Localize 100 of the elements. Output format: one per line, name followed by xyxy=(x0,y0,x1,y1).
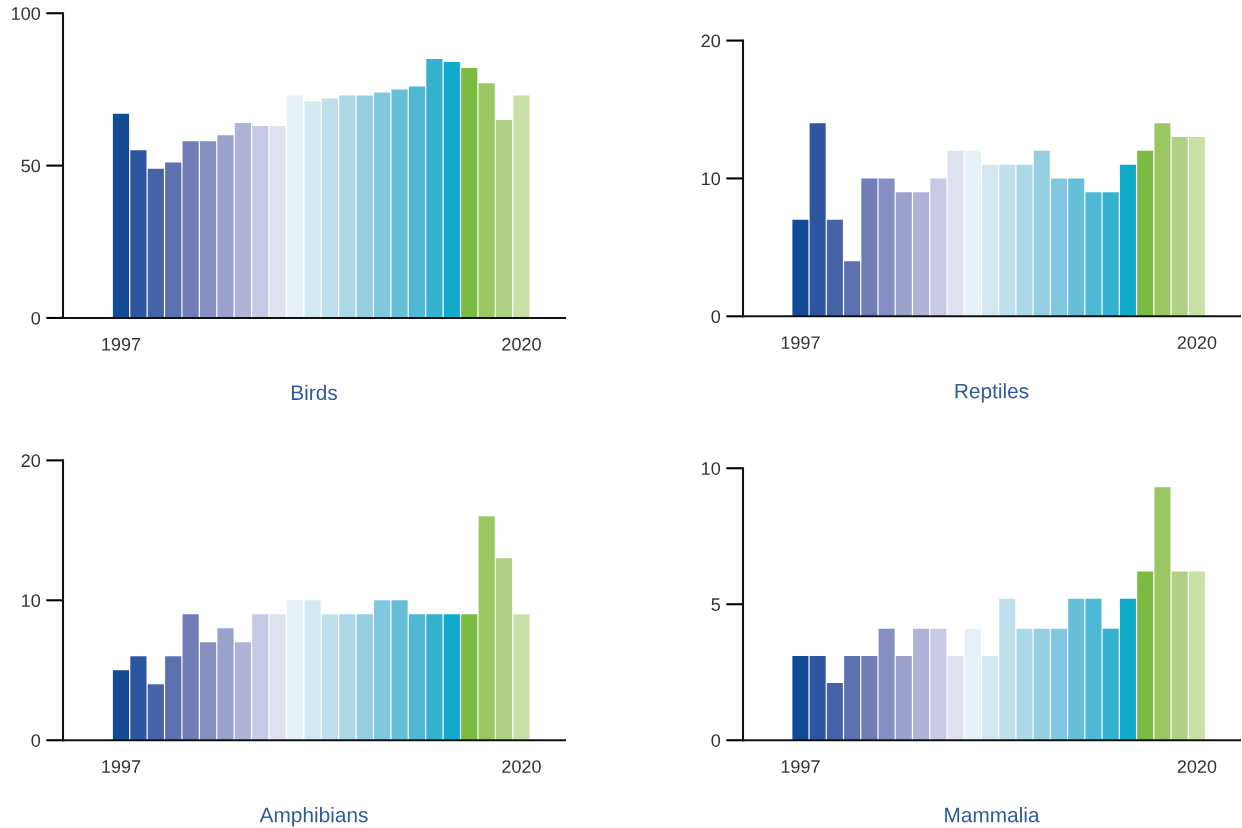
bar xyxy=(147,684,164,741)
bar xyxy=(930,628,947,741)
bar xyxy=(287,600,304,741)
bar xyxy=(947,655,964,741)
bar xyxy=(947,150,964,317)
y-tick-label: 10 xyxy=(702,172,721,186)
bar xyxy=(374,92,391,318)
y-tick-label: 10 xyxy=(702,462,721,475)
y-tick-label: 100 xyxy=(12,7,41,20)
bar xyxy=(443,62,460,318)
bar xyxy=(252,614,269,741)
y-tick-label: 10 xyxy=(22,594,41,608)
bar xyxy=(878,178,895,317)
bar xyxy=(287,95,304,318)
bar xyxy=(269,125,286,318)
bar xyxy=(112,113,130,318)
bar xyxy=(1016,628,1033,741)
bar xyxy=(1188,571,1205,741)
bar xyxy=(1068,598,1085,741)
bar xyxy=(930,178,947,317)
bar xyxy=(321,614,339,741)
bar xyxy=(234,642,251,741)
x-axis-title: Mammalia xyxy=(945,807,1040,823)
bar xyxy=(495,119,513,318)
bar xyxy=(391,600,408,741)
bar xyxy=(844,655,861,741)
bar xyxy=(269,614,286,741)
bar xyxy=(165,162,182,318)
bar xyxy=(443,614,460,741)
y-tick-label: 50 xyxy=(21,159,41,173)
x-tick-label: 1997 xyxy=(102,760,141,773)
bar xyxy=(1033,628,1050,741)
x-tick-label: 1997 xyxy=(102,337,141,351)
bar xyxy=(339,95,356,318)
x-axis-title: Amphibians xyxy=(259,807,368,827)
x-tick-label: 2020 xyxy=(1177,760,1217,773)
bar xyxy=(391,89,408,318)
x-axis-title: Reptiles xyxy=(955,383,1029,403)
x-tick-label: 2020 xyxy=(1177,336,1217,349)
bar xyxy=(147,168,164,318)
bar xyxy=(182,141,199,318)
y-tick-label: 20 xyxy=(701,34,721,48)
bar xyxy=(182,614,199,741)
x-tick-label: 1997 xyxy=(781,336,820,349)
bar xyxy=(964,150,981,317)
bar xyxy=(913,192,930,317)
bar xyxy=(964,628,981,741)
bar xyxy=(478,516,495,741)
x-tick-label: 2020 xyxy=(502,760,541,773)
bar xyxy=(809,655,826,741)
bar xyxy=(1050,628,1068,741)
bar xyxy=(1154,487,1171,741)
bar xyxy=(304,600,321,741)
bar xyxy=(1171,571,1188,741)
bar xyxy=(478,83,495,318)
bar xyxy=(792,655,809,741)
bar xyxy=(199,141,217,318)
bar xyxy=(356,614,373,741)
bar xyxy=(878,628,895,741)
bar xyxy=(809,123,826,317)
bar xyxy=(339,614,356,741)
bar xyxy=(495,558,513,741)
bar xyxy=(982,164,999,317)
bar xyxy=(1016,164,1033,317)
bar xyxy=(130,150,147,318)
bar xyxy=(234,122,251,318)
bar xyxy=(165,656,182,741)
bar xyxy=(1033,150,1050,317)
bar xyxy=(321,98,339,318)
bar xyxy=(999,164,1016,317)
bar xyxy=(461,68,478,318)
bar xyxy=(913,628,930,741)
y-tick-label: 0 xyxy=(31,311,41,325)
bar xyxy=(461,614,478,741)
y-tick-label: 20 xyxy=(21,454,41,468)
bar xyxy=(1188,137,1205,317)
x-tick-label: 1997 xyxy=(781,760,820,773)
bar xyxy=(1102,192,1119,317)
bar xyxy=(1102,628,1119,741)
bar xyxy=(861,655,878,741)
y-tick-label: 0 xyxy=(711,734,721,747)
bar xyxy=(1085,192,1102,317)
bar xyxy=(217,628,234,741)
bar xyxy=(513,614,530,741)
bar xyxy=(1119,598,1136,741)
bar xyxy=(374,600,391,741)
x-axis-title: Birds xyxy=(291,384,337,401)
y-tick-label: 5 xyxy=(711,598,721,611)
bar xyxy=(1068,178,1085,317)
bar xyxy=(999,598,1016,741)
bar xyxy=(792,219,809,317)
bar xyxy=(1050,178,1068,317)
bar xyxy=(1119,164,1136,317)
bar xyxy=(304,101,321,318)
bar xyxy=(217,135,234,318)
bar xyxy=(199,642,217,741)
bar xyxy=(1154,123,1171,317)
bar xyxy=(408,614,426,741)
bar xyxy=(513,95,530,318)
bar xyxy=(982,655,999,741)
